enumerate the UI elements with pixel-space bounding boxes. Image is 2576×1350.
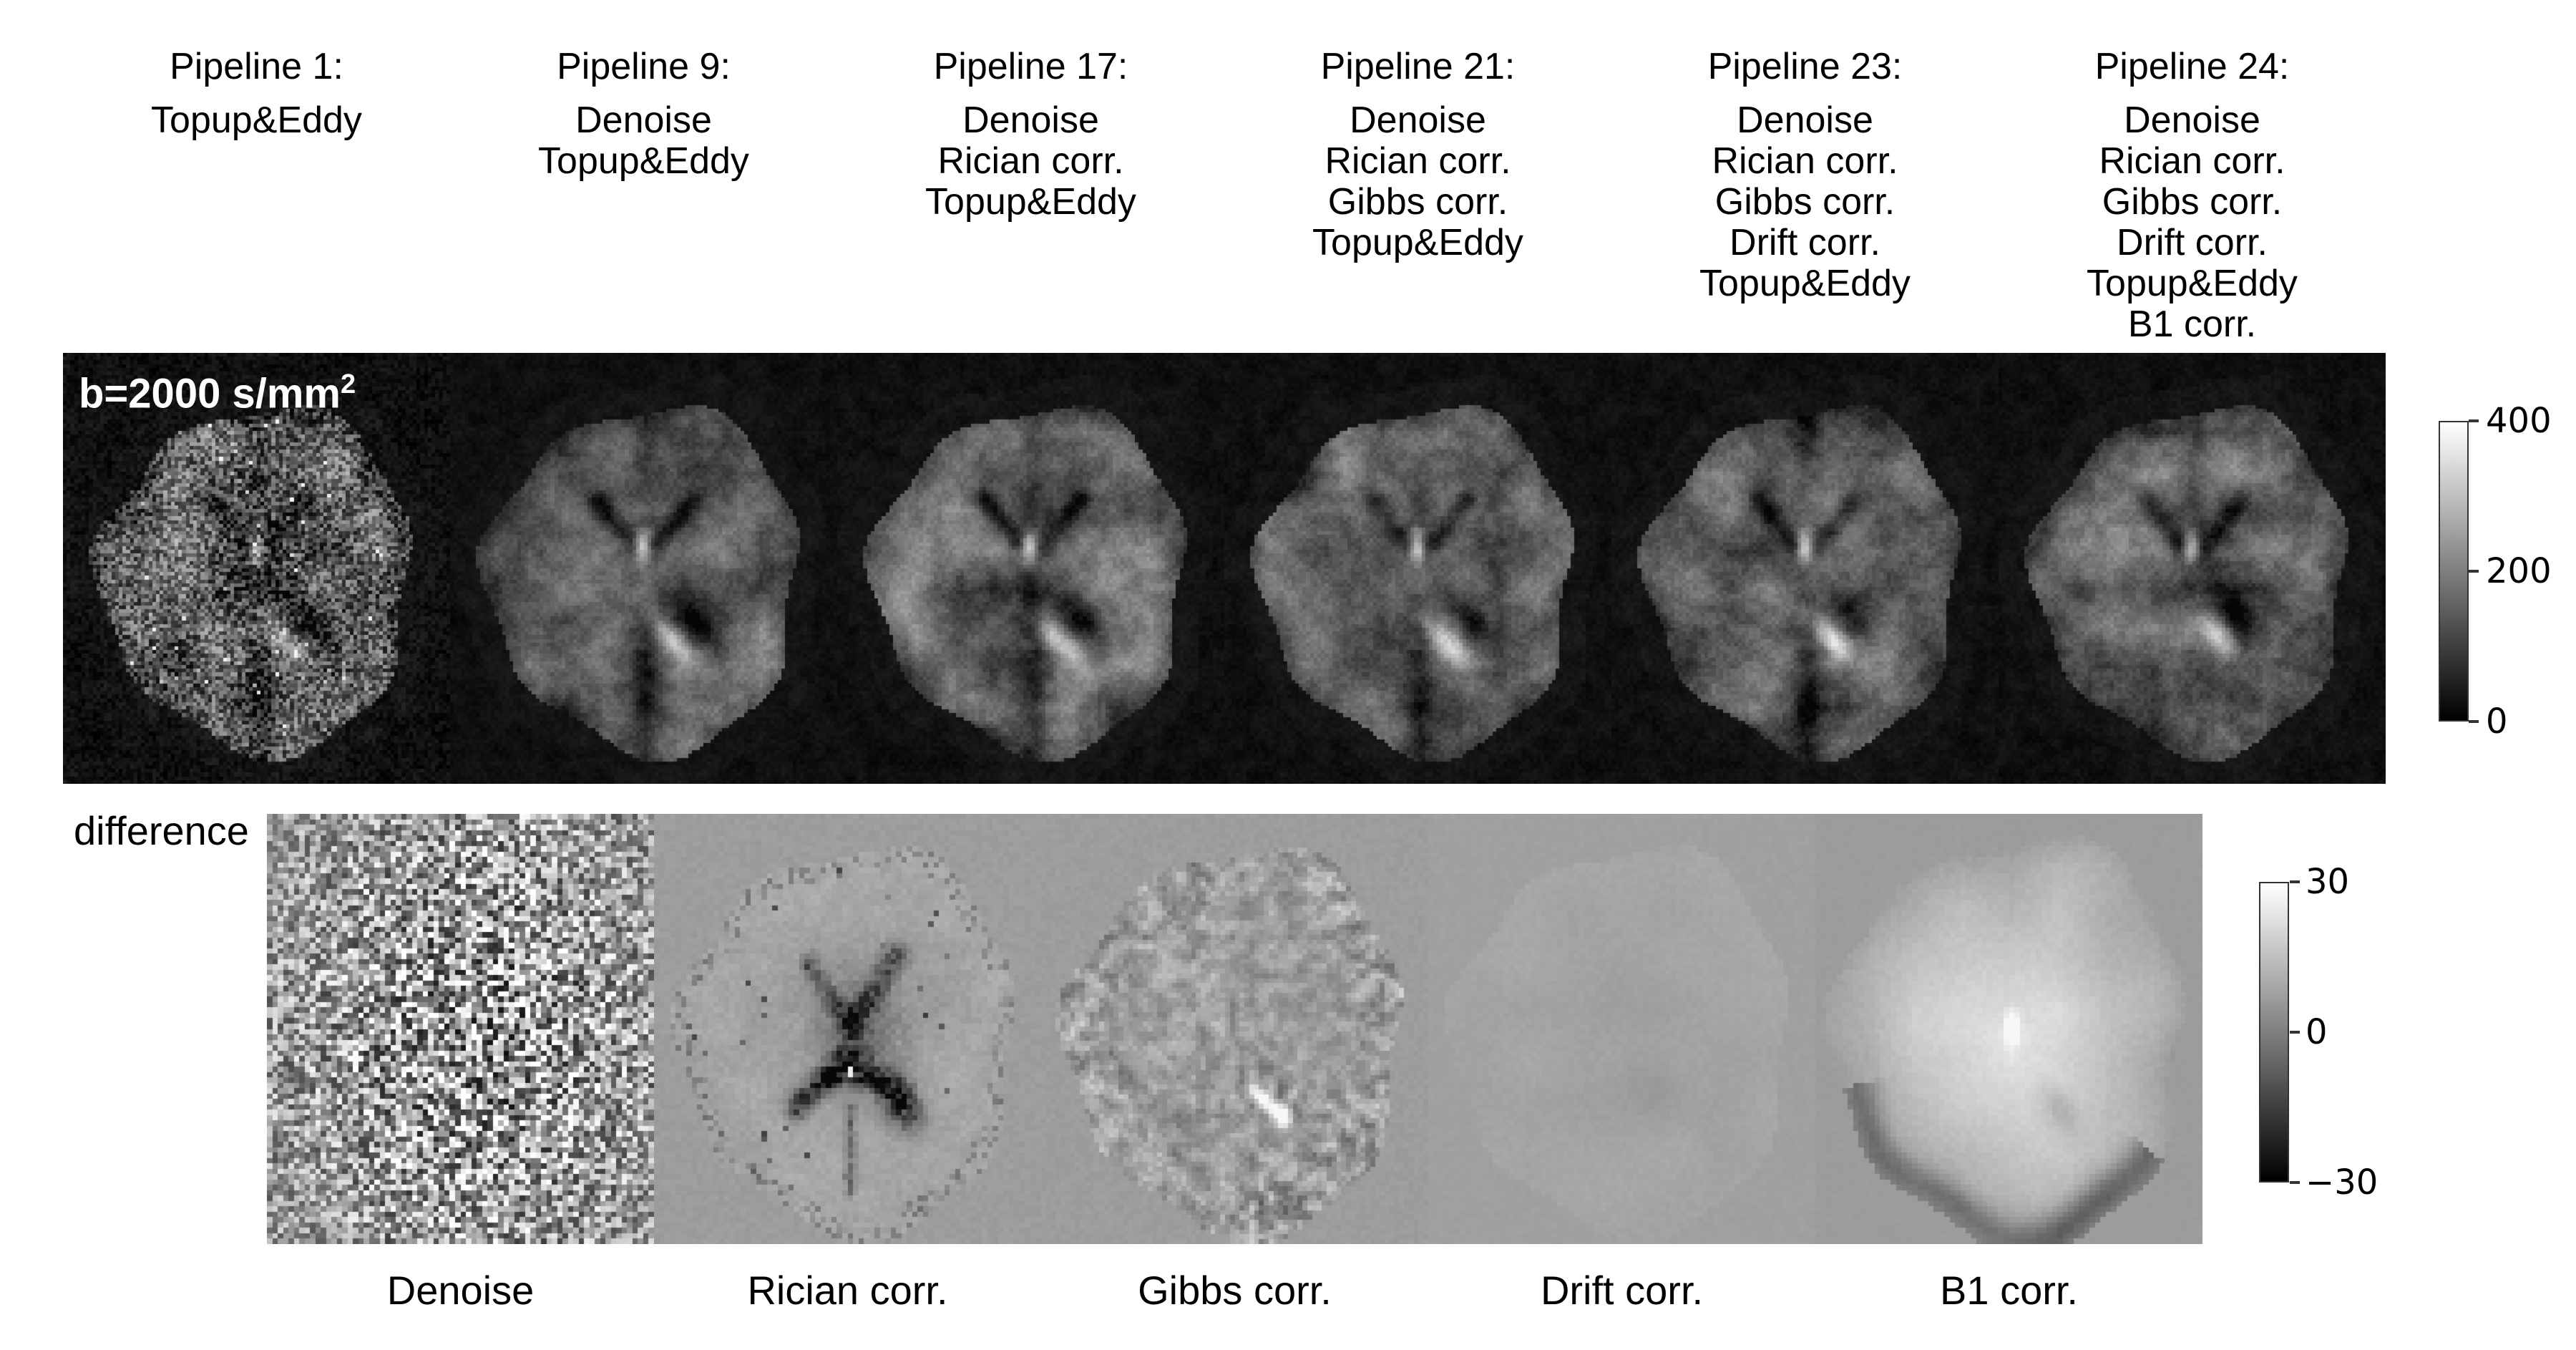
mri-image-pipeline-24 — [1999, 353, 2386, 784]
mri-image-pipeline-21 — [1224, 353, 1611, 784]
pipeline-21-header: Pipeline 21: Denoise Rician corr. Gibbs … — [1224, 46, 1611, 263]
diff-label-rician: Rician corr. — [747, 1268, 948, 1313]
pipeline-step: Denoise — [1350, 99, 1486, 141]
pipeline-step: Gibbs corr. — [1714, 181, 1896, 223]
pipeline-step: Rician corr. — [2099, 140, 2285, 182]
colorbar-tick — [2469, 419, 2479, 422]
pipeline-9-title: Pipeline 9: — [557, 46, 731, 87]
colorbar-difference — [2259, 882, 2289, 1183]
colorbar-tick — [2469, 570, 2479, 573]
colorbar-label-max: 400 — [2486, 401, 2552, 441]
pipeline-step: Drift corr. — [1729, 222, 1880, 263]
mri-image-pipeline-17 — [837, 353, 1224, 784]
pipeline-step: Topup&Eddy — [151, 99, 362, 141]
diff-image-gibbs — [1041, 814, 1428, 1244]
colorbar-tick — [2290, 880, 2300, 883]
diff-image-denoise — [267, 814, 654, 1244]
diff-image-drift — [1428, 814, 1815, 1244]
colorbar-label-mid: 200 — [2486, 551, 2552, 591]
mri-image-pipeline-23 — [1611, 353, 1999, 784]
pipeline-step: Rician corr. — [937, 140, 1124, 182]
pipeline-step: Denoise — [1737, 99, 1873, 141]
pipeline-step: Topup&Eddy — [2087, 263, 2298, 304]
colorbar-tick — [2290, 1181, 2300, 1184]
pipeline-step: Gibbs corr. — [2102, 181, 2283, 223]
diff-label-b1: B1 corr. — [1940, 1268, 2078, 1313]
pipeline-24-header: Pipeline 24: Denoise Rician corr. Gibbs … — [1999, 46, 2386, 345]
pipeline-9-header: Pipeline 9: Denoise Topup&Eddy — [450, 46, 837, 182]
pipeline-17-header: Pipeline 17: Denoise Rician corr. Topup&… — [837, 46, 1224, 223]
colorbar-label-max: 30 — [2306, 862, 2350, 902]
pipeline-step: Rician corr. — [1712, 140, 1898, 182]
pipeline-step: Topup&Eddy — [1312, 222, 1523, 263]
colorbar-intensity — [2439, 421, 2469, 722]
pipeline-step: Topup&Eddy — [538, 140, 749, 182]
mri-image-pipeline-1 — [63, 353, 450, 784]
pipeline-17-title: Pipeline 17: — [933, 46, 1128, 87]
difference-row-label: difference — [74, 808, 249, 853]
pipeline-step: Denoise — [2124, 99, 2260, 141]
pipeline-step: Rician corr. — [1324, 140, 1511, 182]
pipeline-1-title: Pipeline 1: — [170, 46, 343, 87]
mri-image-pipeline-9 — [450, 353, 837, 784]
diff-image-b1 — [1815, 814, 2202, 1244]
pipeline-step: Denoise — [962, 99, 1099, 141]
colorbar-tick — [2469, 720, 2479, 723]
dwi-image-row: b=2000 s/mm2 — [63, 353, 2386, 784]
pipeline-23-header: Pipeline 23: Denoise Rician corr. Gibbs … — [1611, 46, 1999, 304]
b-value-annotation: b=2000 s/mm2 — [79, 369, 356, 417]
pipeline-23-title: Pipeline 23: — [1707, 46, 1903, 87]
pipeline-step: B1 corr. — [2127, 303, 2257, 345]
pipeline-step: Denoise — [575, 99, 712, 141]
pipeline-21-title: Pipeline 21: — [1320, 46, 1516, 87]
diff-label-drift: Drift corr. — [1540, 1268, 1704, 1313]
pipeline-step: Topup&Eddy — [1699, 263, 1911, 304]
diff-image-rician — [654, 814, 1041, 1244]
colorbar-label-mid: 0 — [2306, 1012, 2328, 1052]
colorbar-label-min: −30 — [2306, 1162, 2379, 1203]
pipeline-1-header: Pipeline 1: Topup&Eddy — [63, 46, 450, 141]
diff-label-denoise: Denoise — [386, 1268, 535, 1313]
diff-label-gibbs: Gibbs corr. — [1138, 1268, 1332, 1313]
pipeline-step: Drift corr. — [2117, 222, 2268, 263]
colorbar-label-min: 0 — [2486, 701, 2508, 742]
pipeline-step: Topup&Eddy — [925, 181, 1136, 223]
difference-image-row — [267, 814, 2202, 1244]
pipeline-24-title: Pipeline 24: — [2094, 46, 2290, 87]
pipeline-step: Gibbs corr. — [1327, 181, 1508, 223]
colorbar-tick — [2290, 1031, 2300, 1034]
